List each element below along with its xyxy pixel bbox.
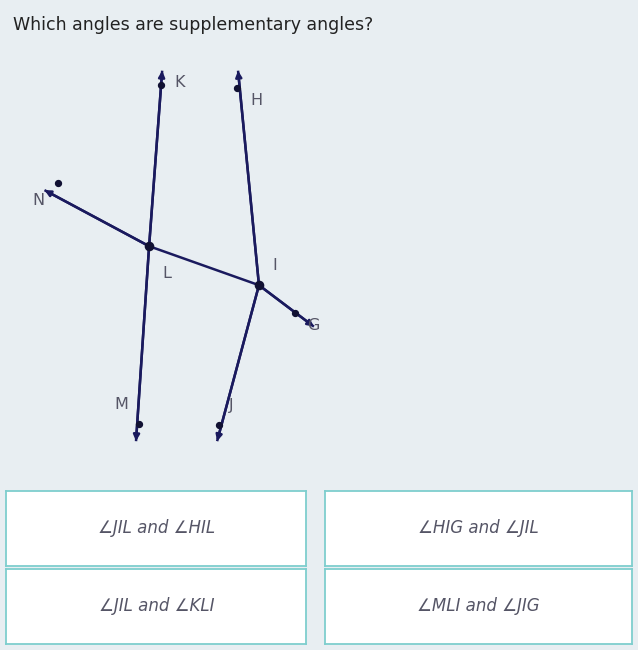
Text: K: K [174,75,185,90]
Text: ∠MLI and ∠JIG: ∠MLI and ∠JIG [417,597,540,615]
Text: ∠HIG and ∠JIL: ∠HIG and ∠JIL [418,519,539,537]
Text: I: I [272,258,277,273]
Point [133,419,144,430]
Text: ∠JIL and ∠KLI: ∠JIL and ∠KLI [98,597,214,615]
Point [52,177,63,188]
Text: M: M [114,397,128,412]
Point [144,241,154,252]
Text: ∠JIL and ∠HIL: ∠JIL and ∠HIL [98,519,215,537]
Point [156,80,167,90]
Point [232,83,242,93]
Point [214,420,224,430]
Text: N: N [33,192,45,207]
Text: L: L [162,266,171,281]
Text: Which angles are supplementary angles?: Which angles are supplementary angles? [13,16,373,34]
Text: G: G [308,318,320,333]
Text: J: J [229,398,234,413]
Point [290,308,300,318]
Point [254,280,264,291]
Text: H: H [250,92,262,108]
